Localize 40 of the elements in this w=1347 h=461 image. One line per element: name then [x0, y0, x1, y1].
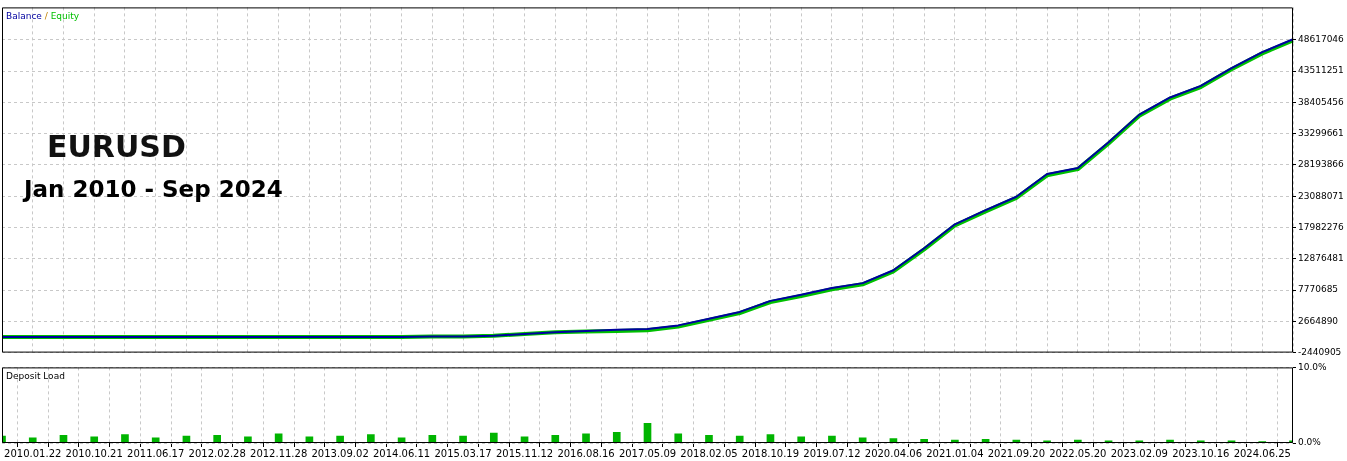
x-tick-label: 2015.03.17 — [434, 447, 492, 459]
x-tick-label: 2021.01.04 — [926, 447, 984, 459]
x-tick-label: 2021.09.20 — [987, 447, 1045, 459]
x-tick-label: 2010.10.21 — [65, 447, 123, 459]
x-tick-label: 2016.08.16 — [557, 447, 615, 459]
x-tick-label: 2018.02.05 — [680, 447, 738, 459]
x-tick-label: 2015.11.12 — [495, 447, 554, 459]
y-tick-label: 43511251 — [1298, 65, 1344, 76]
chart-title: Deposit Load — [6, 371, 65, 382]
y-tick-label: 23088071 — [1298, 190, 1344, 201]
y-tick-label: 10.0% — [1298, 361, 1328, 372]
x-tick-label: 2012.02.28 — [188, 447, 246, 459]
text: Equity — [50, 11, 80, 22]
y-tick-label: -2440905 — [1298, 346, 1342, 357]
x-tick-label: 2019.07.12 — [803, 447, 861, 459]
annotation: / — [41, 11, 51, 22]
x-tick-label: 2014.06.11 — [372, 447, 431, 459]
y-tick-label: 48617046 — [1298, 34, 1345, 45]
x-tick-label: 2023.10.16 — [1172, 447, 1230, 459]
y-tick-label: 17982276 — [1298, 221, 1345, 232]
text: Balance — [6, 11, 43, 22]
x-tick-label: 2020.04.06 — [864, 447, 923, 459]
x-tick-label: 2011.06.17 — [127, 447, 185, 459]
y-tick-label: 12876481 — [1298, 253, 1344, 264]
text: EURUSD — [47, 129, 186, 165]
x-tick-label: 2017.05.09 — [618, 447, 677, 459]
x-tick-label: 2018.10.19 — [741, 447, 800, 459]
y-tick-label: 0.0% — [1298, 437, 1322, 448]
y-tick-label: 28193866 — [1298, 159, 1345, 170]
text: Jan 2010 - Sep 2024 — [22, 176, 283, 203]
y-tick-label: 38405456 — [1298, 96, 1345, 107]
x-tick-label: 2022.05.20 — [1049, 447, 1107, 459]
y-tick-label: 7770685 — [1298, 284, 1339, 295]
y-tick-label: 33299661 — [1298, 127, 1344, 138]
x-tick-label: 2012.11.28 — [250, 447, 308, 459]
x-tick-label: 2023.02.09 — [1110, 447, 1168, 459]
y-tick-label: 2664890 — [1298, 315, 1339, 326]
x-tick-label: 2010.01.22 — [4, 447, 62, 459]
x-tick-label: 2024.06.25 — [1233, 447, 1291, 459]
x-tick-label: 2013.09.02 — [311, 447, 369, 459]
